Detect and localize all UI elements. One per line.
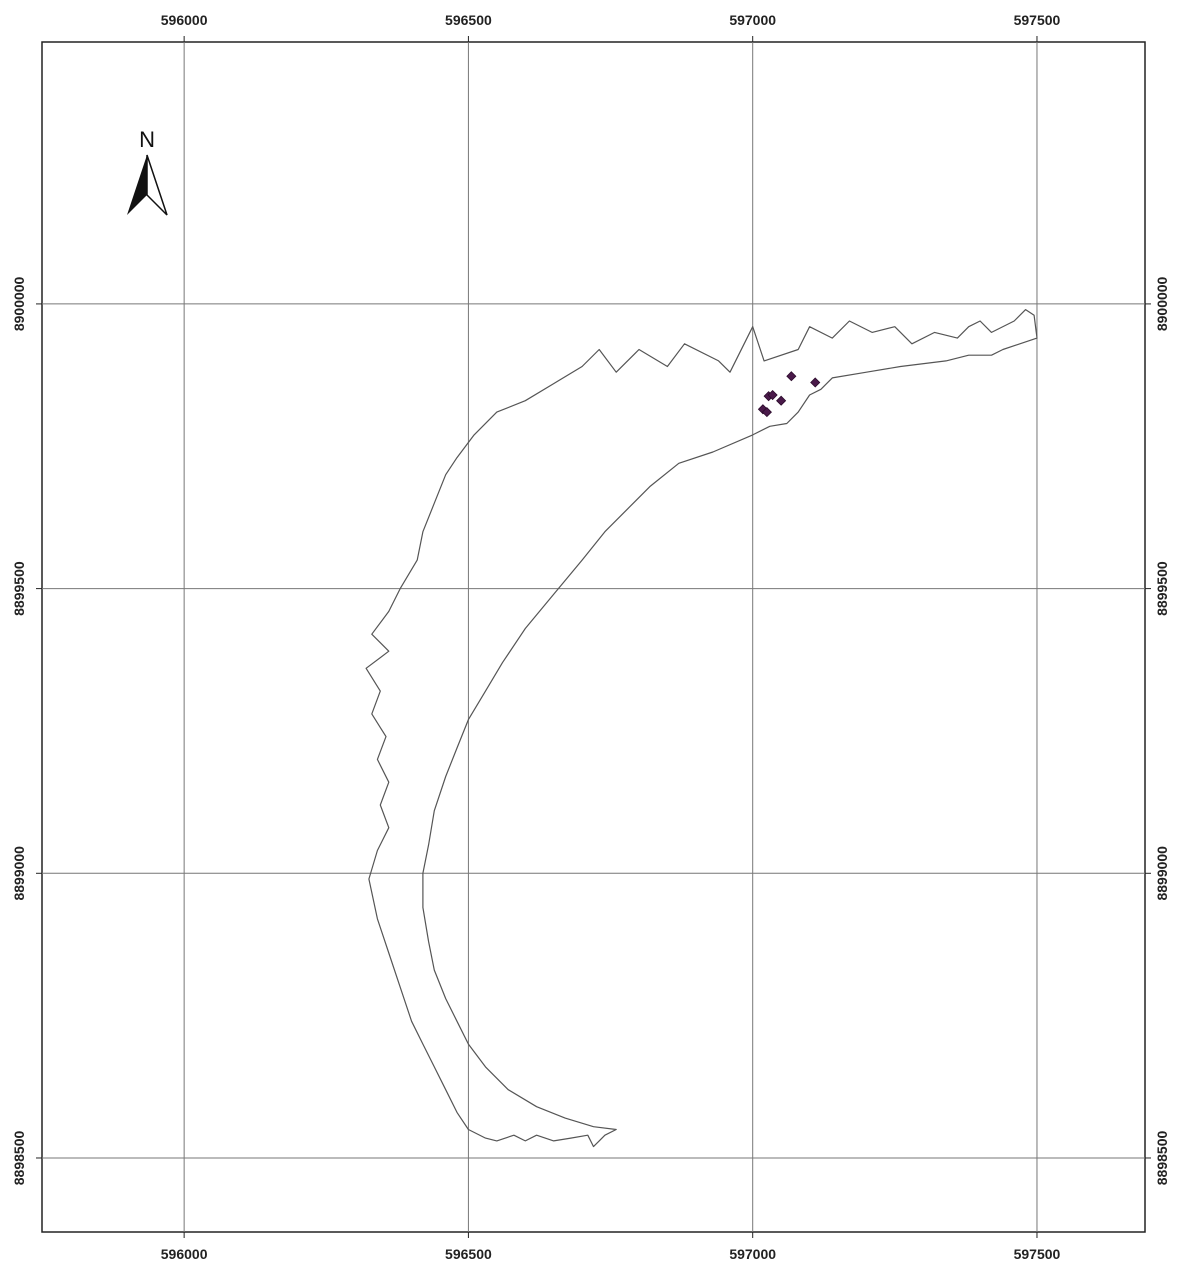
x-tick-label-top: 597500 [1014,12,1061,28]
x-tick-label-bottom: 597500 [1014,1246,1061,1262]
y-tick-label-right: 8899000 [1154,846,1170,901]
x-tick-label-bottom: 596000 [161,1246,208,1262]
sample-point [761,407,772,418]
y-tick-label-left: 8900000 [11,276,27,331]
x-tick-label-top: 596500 [445,12,492,28]
graticule [36,36,1151,1238]
y-tick-label-right: 8899500 [1154,561,1170,616]
coordinate-labels: 596000 596000 596500 596500 597000 597000 5975… [11,12,1170,1262]
x-tick-label-bottom: 596500 [445,1246,492,1262]
sample-points [757,371,821,418]
area-boundary-polygon [365,309,1038,1148]
north-arrow-icon: N [127,127,168,216]
sample-point [776,395,787,406]
sample-point [767,389,778,401]
y-tick-label-right: 8900000 [1154,276,1170,331]
sample-point [786,371,797,382]
north-arrow-right-half [146,154,168,216]
x-tick-label-bottom: 597000 [729,1246,776,1262]
y-tick-label-right: 8898500 [1154,1131,1170,1186]
y-tick-label-left: 8899500 [11,561,27,616]
sample-point [810,377,821,388]
y-tick-label-left: 8899000 [11,846,27,901]
x-tick-label-top: 597000 [729,12,776,28]
y-tick-label-left: 8898500 [11,1131,27,1186]
map-frame [41,41,1146,1233]
north-label: N [139,127,155,152]
study-area-boundary [365,309,1038,1148]
x-tick-label-top: 596000 [161,12,208,28]
north-arrow-left-half [127,155,147,215]
